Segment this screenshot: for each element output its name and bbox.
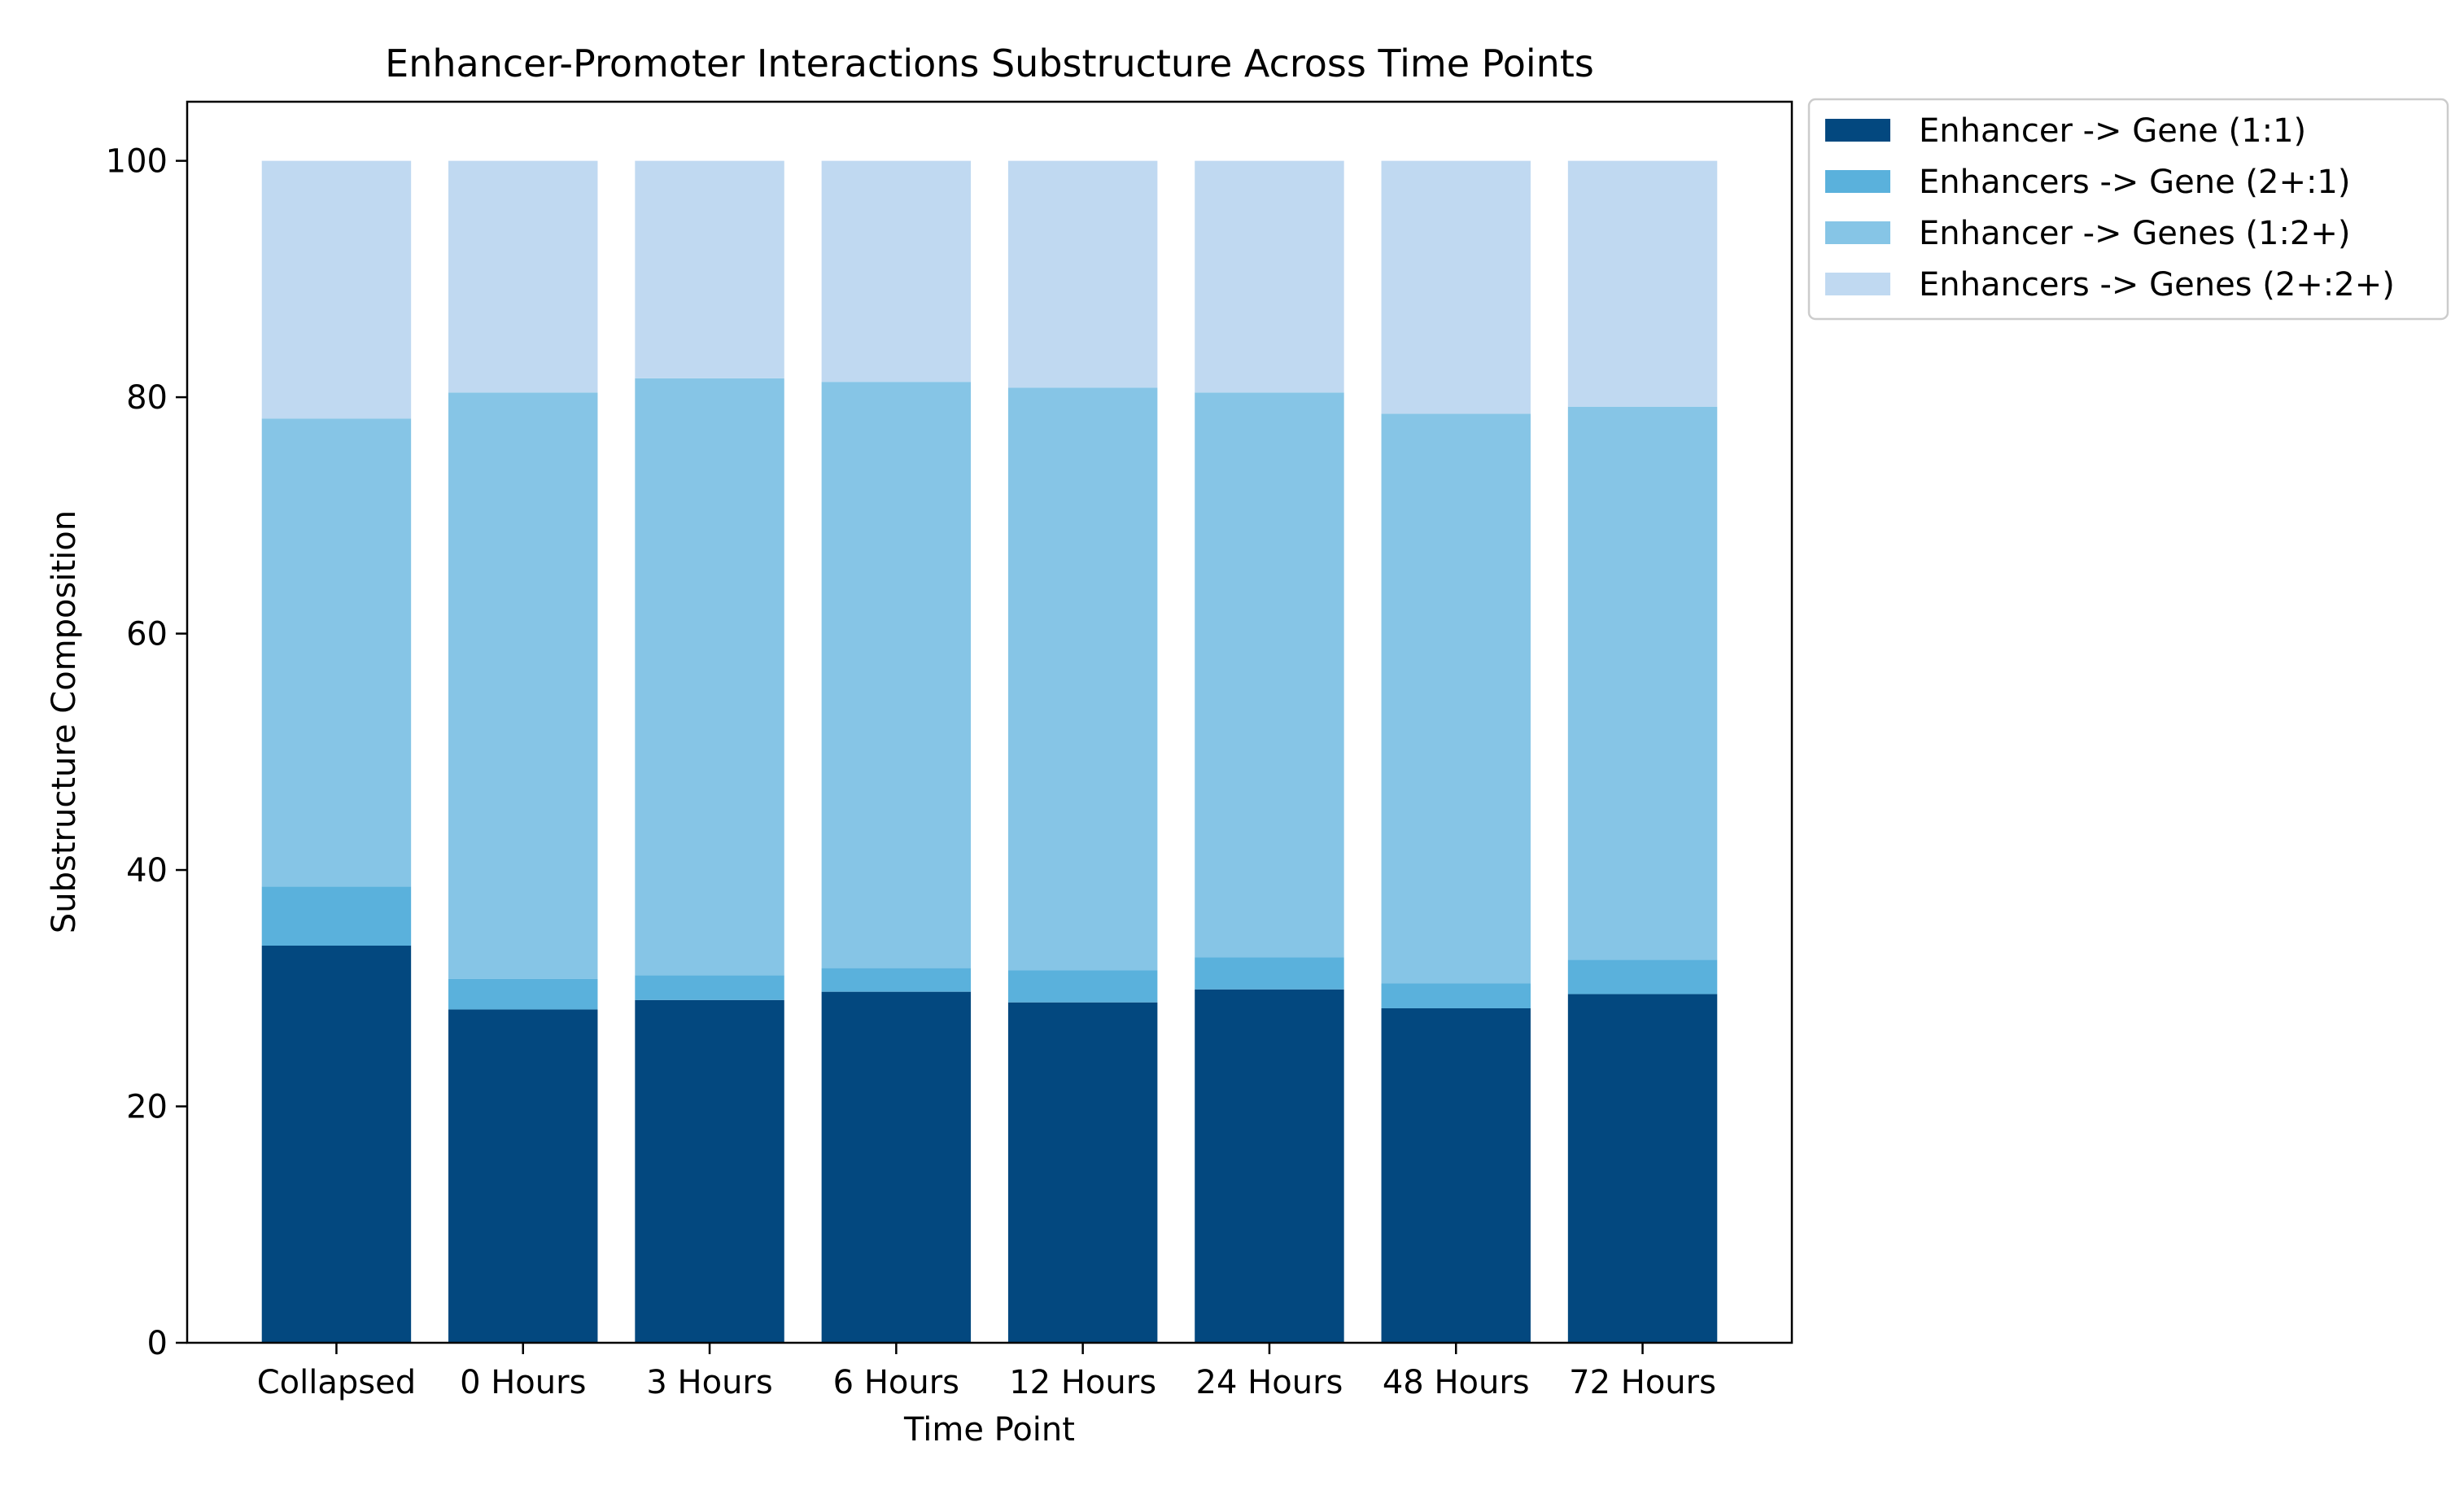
x-axis-label: Time Point <box>903 1411 1075 1449</box>
bar-segment <box>1381 413 1531 984</box>
bar-segment <box>1007 387 1158 971</box>
bars-layer <box>261 160 1718 1343</box>
y-tick-label: 80 <box>126 379 168 417</box>
y-tick-label: 40 <box>126 852 168 889</box>
legend-swatch <box>1825 170 1890 193</box>
x-tick-label: 3 Hours <box>646 1364 772 1401</box>
bar-segment <box>1381 1007 1531 1343</box>
legend: Enhancer -> Gene (1:1) Enhancers -> Gene … <box>1807 98 2449 321</box>
legend-label: Enhancer -> Genes (1:2+) <box>1919 215 2351 252</box>
y-tick-label: 100 <box>106 143 168 181</box>
y-tick-label: 0 <box>147 1325 168 1362</box>
bar-segment <box>261 160 412 419</box>
plot-area-frame <box>186 100 1793 1344</box>
x-tick-label: 48 Hours <box>1383 1364 1530 1401</box>
bar-segment <box>1567 406 1718 960</box>
y-tick-label: 60 <box>126 616 168 653</box>
bar-segment <box>821 968 972 992</box>
x-tick-label: 6 Hours <box>833 1364 959 1401</box>
bar-segment <box>1381 983 1531 1008</box>
x-tick-label: 0 Hours <box>460 1364 586 1401</box>
bar-segment <box>261 946 412 1343</box>
bar-segment <box>635 378 784 976</box>
x-axis: Collapsed 0 Hours 3 Hours 6 Hours 12 Hours 24… <box>257 1343 1716 1401</box>
legend-label: Enhancers -> Gene (2+:1) <box>1919 164 2351 201</box>
bar-segment <box>448 1009 598 1343</box>
bar-segment <box>448 978 598 1010</box>
legend-frame <box>1807 98 2449 321</box>
bar-segment <box>1567 994 1718 1343</box>
bar-segment <box>1381 160 1531 414</box>
legend-label: Enhancers -> Genes (2+:2+) <box>1919 266 2395 304</box>
bar-segment <box>1567 959 1718 994</box>
legend-swatch <box>1825 221 1890 244</box>
bar-segment <box>261 418 412 887</box>
bar-segment <box>635 999 784 1343</box>
legend-label: Enhancer -> Gene (1:1) <box>1919 112 2306 150</box>
bar-segment <box>1007 970 1158 1003</box>
bar-segment <box>821 160 972 382</box>
bar-segment <box>1007 1002 1158 1343</box>
y-axis-label: Substructure Composition <box>46 510 83 933</box>
bar-segment <box>1567 160 1718 407</box>
bar-segment <box>635 975 784 1000</box>
x-tick-label: 12 Hours <box>1009 1364 1156 1401</box>
y-tick-label: 20 <box>126 1089 168 1126</box>
bar-segment <box>635 160 784 378</box>
bar-segment <box>1195 989 1344 1343</box>
chart-title: Enhancer-Promoter Interactions Substruct… <box>385 42 1594 85</box>
legend-swatch <box>1825 119 1890 142</box>
bar-segment <box>261 886 412 946</box>
bar-segment <box>448 160 598 393</box>
bar-segment <box>1195 392 1344 958</box>
y-axis: 0 20 40 60 80 100 <box>106 143 187 1362</box>
x-tick-label: 24 Hours <box>1196 1364 1343 1401</box>
bar-segment <box>1195 957 1344 990</box>
bar-segment <box>448 392 598 979</box>
x-tick-label: 72 Hours <box>1569 1364 1716 1401</box>
legend-swatch <box>1825 273 1890 295</box>
bar-segment <box>821 382 972 968</box>
bar-segment <box>1007 160 1158 388</box>
bar-segment <box>1195 160 1344 393</box>
bar-segment <box>821 991 972 1343</box>
x-tick-label: Collapsed <box>257 1364 416 1401</box>
